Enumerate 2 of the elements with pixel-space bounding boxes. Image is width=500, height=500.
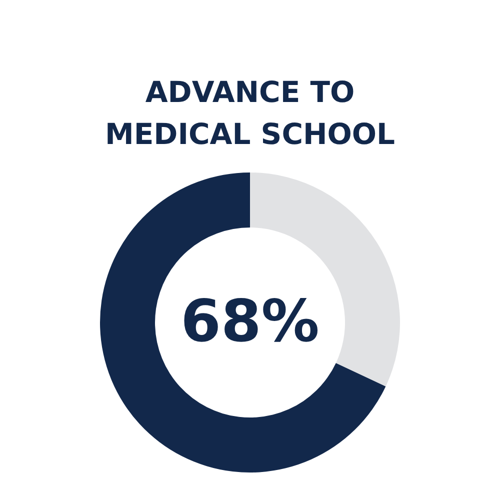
chart-title: ADVANCE TO MEDICAL SCHOOL	[104, 75, 396, 151]
text: 68%	[180, 287, 320, 355]
